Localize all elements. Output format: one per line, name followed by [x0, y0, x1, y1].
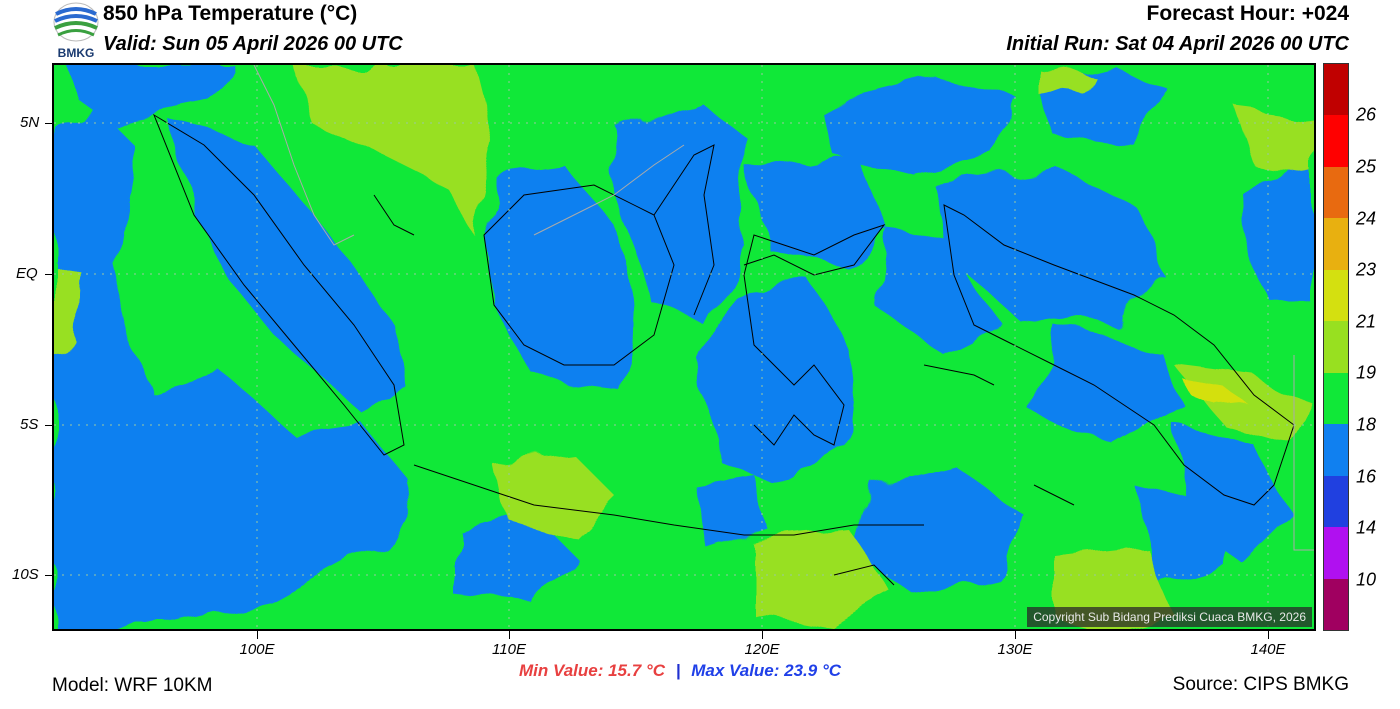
chart-title: 850 hPa Temperature (°C)	[103, 2, 358, 25]
colorbar-label: 26	[1356, 104, 1377, 125]
bmkg-logo: BMKG	[52, 2, 100, 60]
min-value: Min Value: 15.7 °C	[519, 661, 665, 680]
coastlines	[152, 113, 1295, 586]
model-name: Model: WRF 10KM	[52, 675, 213, 696]
colorbar-label: 23	[1356, 259, 1377, 280]
colorbar-segment	[1324, 578, 1348, 631]
lon-tick	[762, 631, 763, 639]
lat-tick	[45, 123, 53, 124]
lat-label-eq: EQ	[16, 265, 38, 282]
colorbar-segment	[1324, 115, 1348, 168]
lon-label-140e: 140E	[1250, 641, 1286, 658]
colorbar-segment	[1324, 269, 1348, 322]
lat-label-5n: 5N	[20, 114, 40, 131]
colorbar-segment	[1324, 372, 1348, 425]
lon-tick	[1015, 631, 1016, 639]
colorbar-label: 18	[1356, 414, 1377, 435]
colorbar-label: 25	[1356, 156, 1377, 177]
data-source: Source: CIPS BMKG	[1172, 674, 1349, 695]
colorbar-label: 14	[1356, 517, 1377, 538]
lon-tick	[509, 631, 510, 639]
colorbar	[1323, 63, 1349, 631]
lon-label-120e: 120E	[744, 641, 780, 658]
valid-time: Valid: Sun 05 April 2026 00 UTC	[103, 33, 403, 55]
lat-label-10s: 10S	[12, 566, 39, 583]
forecast-hour: Forecast Hour: +024	[1146, 2, 1350, 25]
lat-tick	[45, 425, 53, 426]
lon-label-130e: 130E	[997, 641, 1033, 658]
colorbar-segment	[1324, 321, 1348, 374]
grid-lines	[54, 65, 1314, 629]
min-max-values: Min Value: 15.7 °C | Max Value: 23.9 °C	[519, 661, 841, 681]
colorbar-segment	[1324, 64, 1348, 116]
lat-label-5s: 5S	[20, 416, 39, 433]
colorbar-segment	[1324, 475, 1348, 528]
lon-label-100e: 100E	[239, 641, 275, 658]
copyright-notice: Copyright Sub Bidang Prediksi Cuaca BMKG…	[1027, 607, 1312, 627]
colorbar-segment	[1324, 218, 1348, 271]
colorbar-segment	[1324, 424, 1348, 477]
initial-run: Initial Run: Sat 04 April 2026 00 UTC	[1006, 33, 1349, 55]
temperature-map[interactable]: Copyright Sub Bidang Prediksi Cuaca BMKG…	[52, 63, 1316, 631]
colorbar-segment	[1324, 527, 1348, 580]
lon-tick	[257, 631, 258, 639]
colorbar-label: 24	[1356, 208, 1377, 229]
logo-text: BMKG	[58, 46, 95, 60]
country-borders	[253, 65, 1314, 551]
lon-label-110e: 110E	[492, 641, 526, 658]
colorbar-label: 21	[1356, 311, 1377, 332]
max-value: Max Value: 23.9 °C	[691, 661, 842, 680]
colorbar-segment	[1324, 166, 1348, 219]
lon-tick	[1268, 631, 1269, 639]
value-separator: |	[675, 661, 681, 680]
colorbar-label: 10	[1356, 569, 1377, 590]
colorbar-label: 16	[1356, 466, 1377, 487]
lat-tick	[45, 274, 53, 275]
temperature-field	[54, 65, 1314, 629]
lat-tick	[45, 575, 53, 576]
colorbar-label: 19	[1356, 362, 1377, 383]
